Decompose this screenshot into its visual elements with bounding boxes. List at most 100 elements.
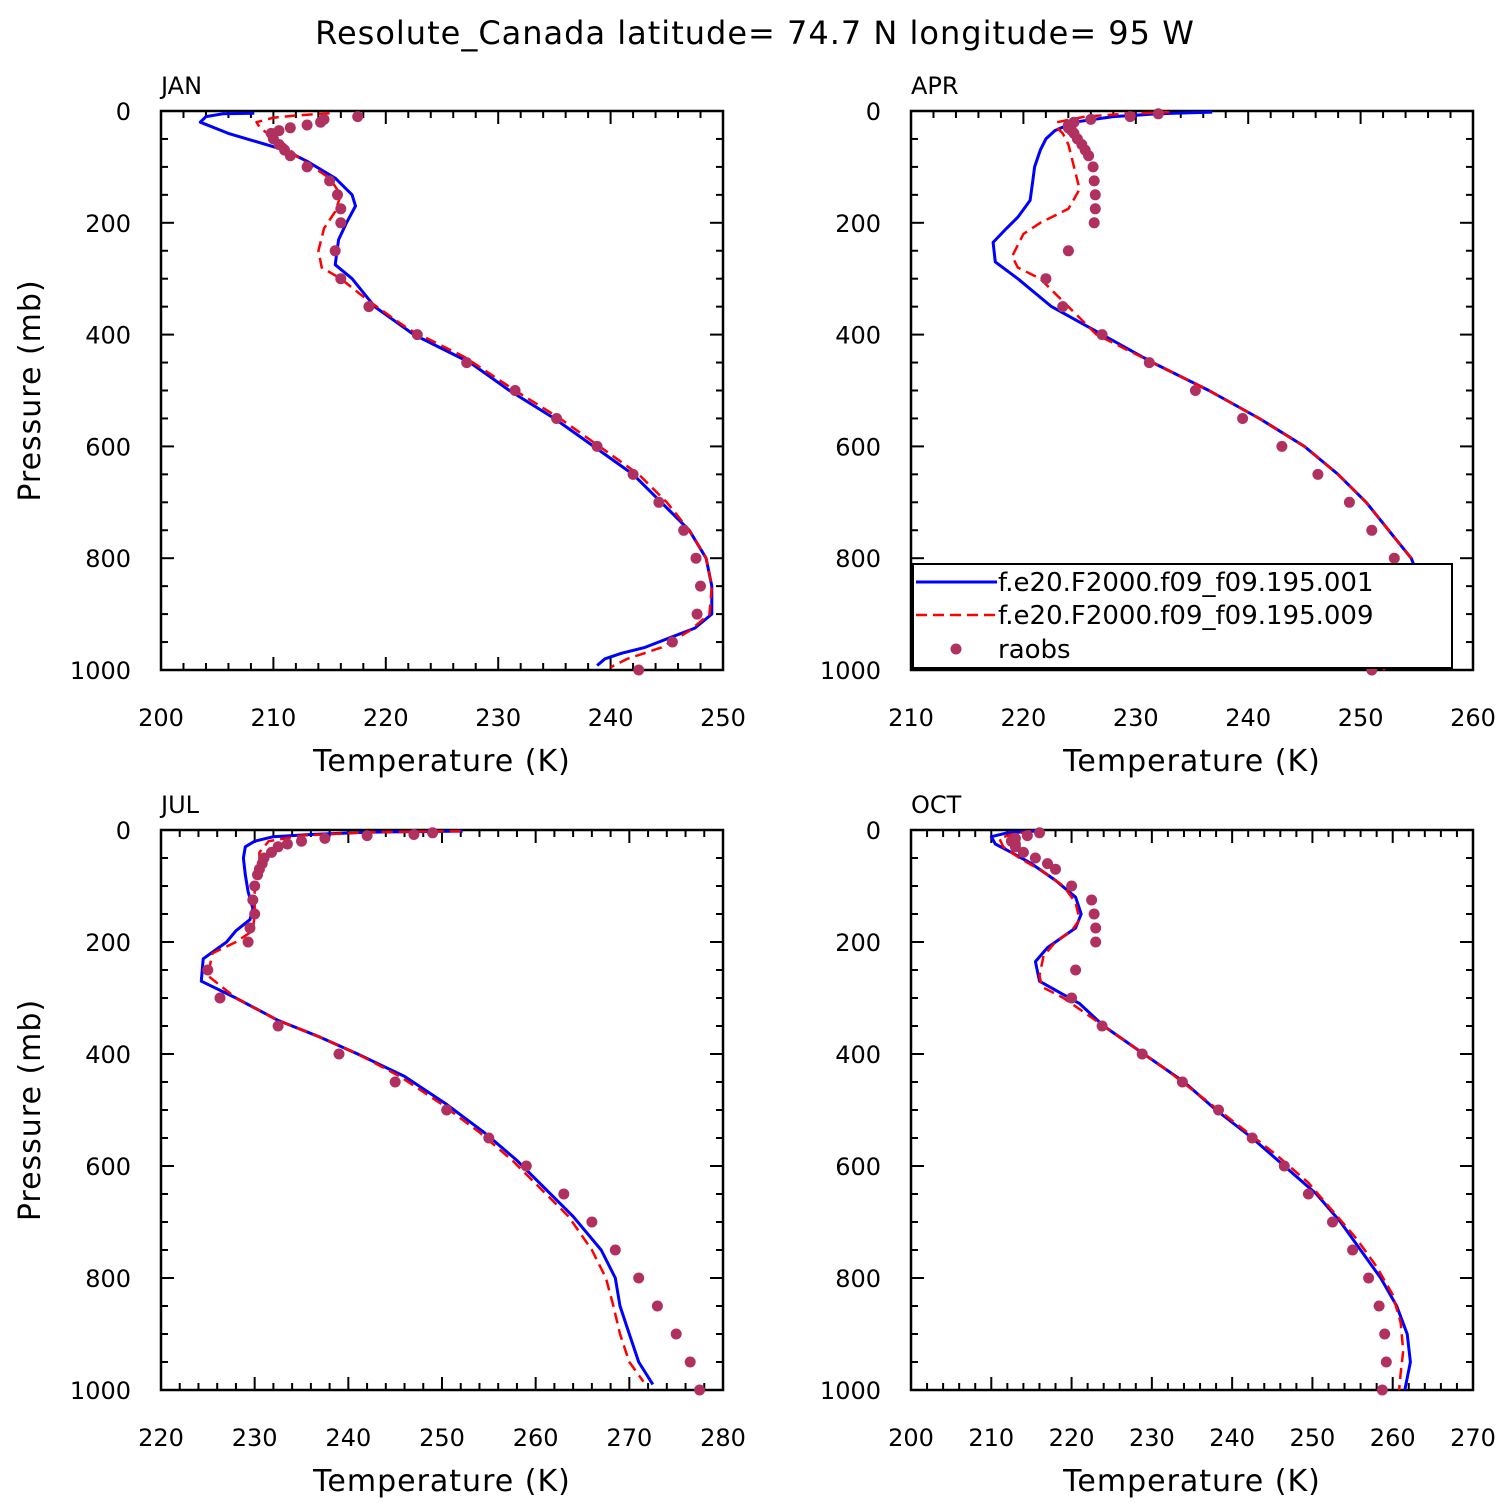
raobs-point <box>335 217 347 229</box>
raobs-point <box>520 1160 532 1172</box>
y-tick-label: 0 <box>866 98 881 126</box>
raobs-point <box>666 636 678 648</box>
panel-label: JUL <box>159 791 200 819</box>
raobs-point <box>1380 1356 1392 1368</box>
raobs-point <box>284 122 296 134</box>
legend-label: raobs <box>998 635 1071 665</box>
x-axis-label: Temperature (K) <box>1062 1464 1321 1499</box>
raobs-point <box>1246 1132 1258 1144</box>
panel-jul: JUL 220 230 240 250 260 270 280 0 200 400 600 800 100… <box>13 791 746 1499</box>
raobs-point <box>1066 992 1078 1004</box>
raobs-point <box>695 580 706 592</box>
raobs-point <box>1057 301 1069 313</box>
raobs-point <box>1029 852 1041 864</box>
x-tick-label: 230 <box>1113 704 1159 732</box>
raobs-point <box>335 273 347 285</box>
x-axis-label: Temperature (K) <box>1062 744 1321 779</box>
x-tick-label: 220 <box>138 1424 184 1452</box>
x-tick-label: 260 <box>1450 704 1496 732</box>
panel-label: OCT <box>911 791 962 819</box>
raobs-point <box>651 1300 663 1312</box>
series-line-009 <box>998 829 1405 1391</box>
raobs-point <box>272 1020 284 1032</box>
raobs-point <box>441 1104 453 1116</box>
y-tick-label: 600 <box>85 433 131 461</box>
raobs-point <box>1189 385 1201 396</box>
raobs-point <box>586 1216 598 1228</box>
y-tick-label: 800 <box>835 1265 881 1293</box>
raobs-point <box>1096 329 1108 341</box>
panel-label: JAN <box>159 72 202 100</box>
y-tick-label: 600 <box>835 1153 881 1181</box>
raobs-point <box>670 1328 682 1340</box>
raobs-point <box>1343 496 1355 508</box>
raobs-point <box>301 119 313 131</box>
series-line-009 <box>206 829 645 1383</box>
raobs-point <box>1237 413 1249 424</box>
y-tick-label: 0 <box>116 98 131 126</box>
raobs-point <box>483 1132 495 1144</box>
raobs-point <box>1090 922 1102 934</box>
x-tick-label: 230 <box>475 704 521 732</box>
raobs-point <box>653 496 665 508</box>
legend-label: f.e20.F2000.f09_f09.195.009 <box>998 601 1374 631</box>
raobs-point <box>427 827 439 839</box>
raobs-point <box>332 189 343 201</box>
raobs-point <box>1009 841 1021 853</box>
raobs-point <box>335 203 347 215</box>
raobs-point <box>1034 827 1045 839</box>
raobs-point <box>1096 1020 1108 1032</box>
x-tick-label: 220 <box>363 704 409 732</box>
raobs-point <box>352 111 364 123</box>
raobs-point <box>1373 1300 1385 1312</box>
raobs-point <box>684 1356 696 1368</box>
raobs-point <box>363 301 375 313</box>
y-tick-label: 800 <box>85 1265 131 1293</box>
raobs-point <box>1089 203 1101 215</box>
raobs-point <box>244 922 256 934</box>
raobs-point <box>1136 1048 1148 1060</box>
y-axis-label: Pressure (mb) <box>13 279 48 501</box>
x-tick-label: 210 <box>888 704 934 732</box>
raobs-point <box>691 608 703 620</box>
raobs-point <box>558 1188 570 1200</box>
series-line-001 <box>991 110 1424 672</box>
x-tick-label: 200 <box>888 1424 934 1452</box>
raobs-point <box>609 1244 621 1256</box>
raobs-point <box>214 992 226 1004</box>
x-tick-label: 200 <box>138 704 184 732</box>
raobs-point <box>1050 863 1061 875</box>
raobs-point <box>202 964 214 976</box>
raobs-point <box>1366 524 1378 536</box>
raobs-point <box>389 1076 401 1088</box>
raobs-point <box>1085 113 1097 125</box>
raobs-point <box>1376 1384 1388 1396</box>
raobs-point <box>1088 908 1100 920</box>
raobs-point <box>1152 108 1164 120</box>
raobs-point <box>242 936 254 948</box>
raobs-point <box>249 880 261 892</box>
plot-frame <box>909 828 1475 1392</box>
raobs-point <box>1042 858 1053 870</box>
raobs-point <box>296 835 307 847</box>
raobs-point <box>329 245 341 257</box>
raobs-point <box>266 846 277 858</box>
x-tick-label: 250 <box>1290 1424 1336 1452</box>
raobs-point <box>1017 846 1029 858</box>
raobs-point <box>1070 964 1082 976</box>
raobs-point <box>411 329 423 341</box>
raobs-point <box>1090 936 1102 948</box>
raobs-point <box>1327 1216 1338 1228</box>
y-tick-label: 600 <box>835 433 881 461</box>
raobs-point <box>694 1384 706 1396</box>
x-axis-label: Temperature (K) <box>312 1464 571 1499</box>
x-tick-label: 220 <box>1049 1424 1095 1452</box>
raobs-point <box>1124 111 1136 123</box>
raobs-point <box>1086 894 1098 906</box>
y-tick-label: 200 <box>835 210 881 238</box>
series-line-001 <box>989 829 1412 1391</box>
x-tick-label: 210 <box>968 1424 1014 1452</box>
y-tick-label: 800 <box>835 545 881 573</box>
raobs-point <box>1347 1244 1359 1256</box>
raobs-point <box>281 838 293 850</box>
